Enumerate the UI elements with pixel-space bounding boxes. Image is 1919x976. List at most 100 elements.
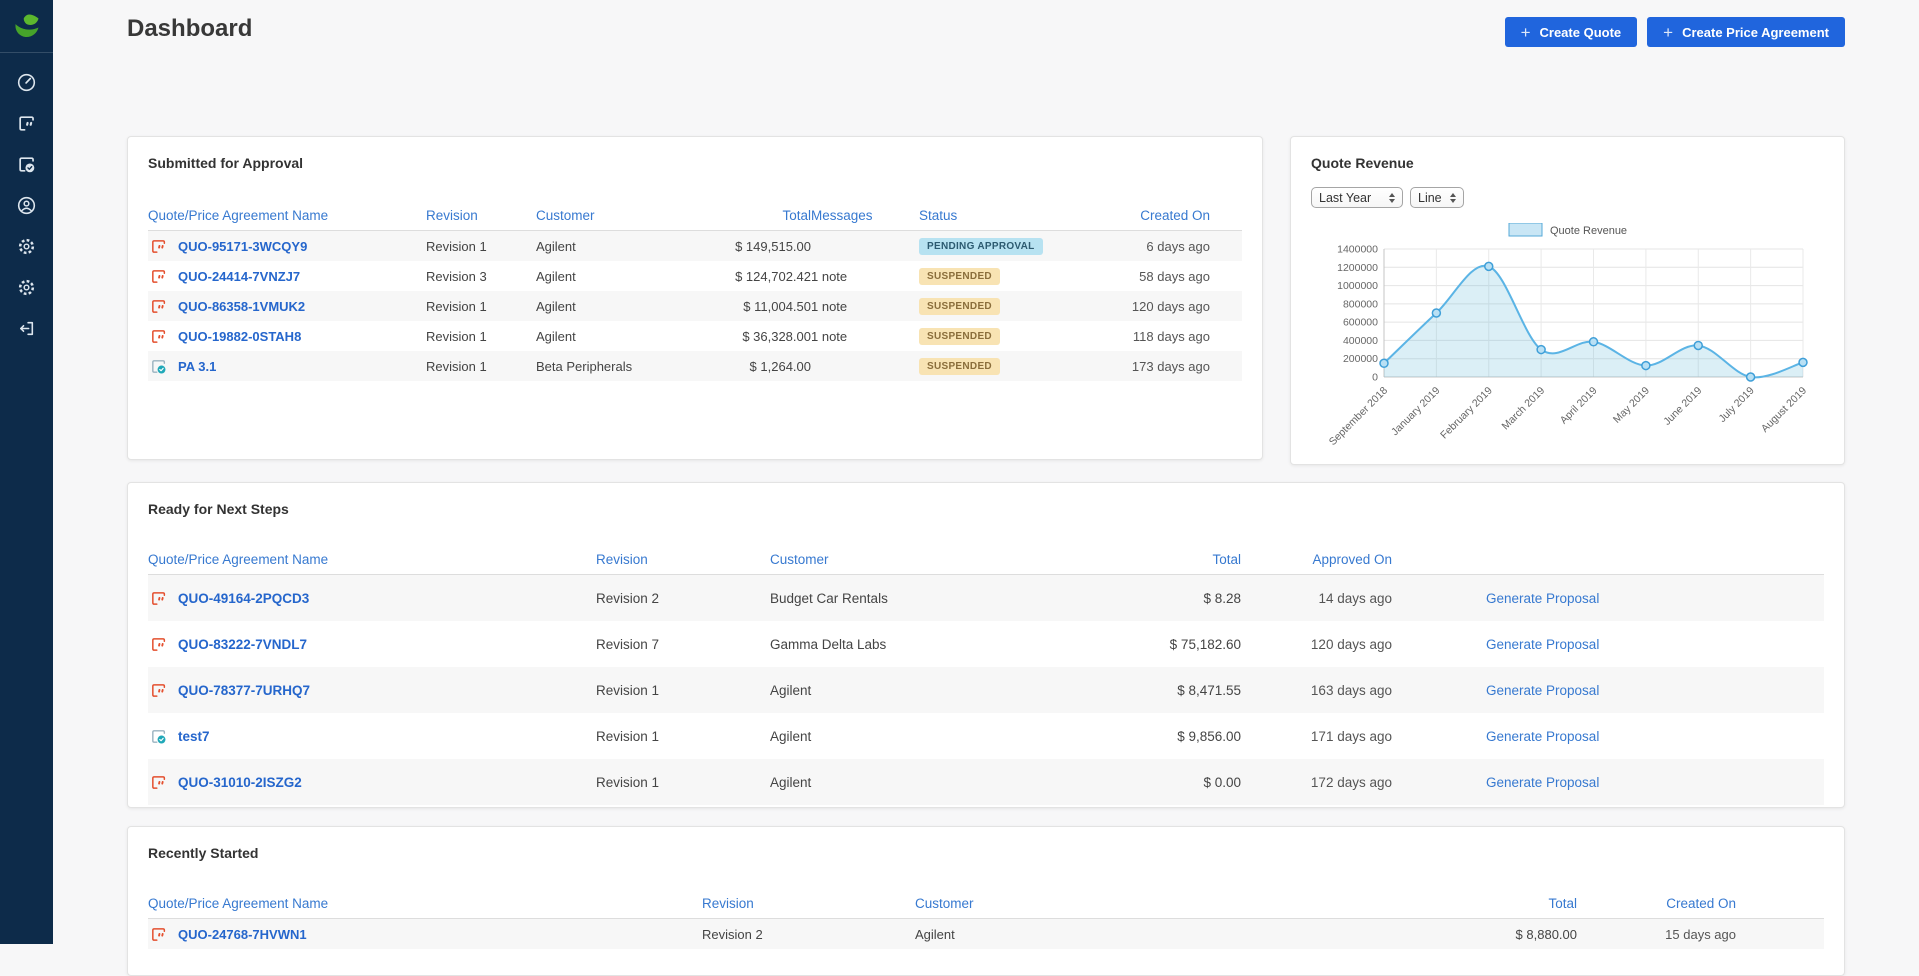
col-customer[interactable]: Customer <box>536 208 595 223</box>
col-name[interactable]: Quote/Price Agreement Name <box>148 896 329 911</box>
approved-cell: 171 days ago <box>1310 728 1392 744</box>
svg-text:0: 0 <box>1372 372 1378 384</box>
quote-name-link[interactable]: QUO-78377-7URHQ7 <box>178 682 311 698</box>
quote-icon <box>150 298 167 315</box>
sidebar-item-logout[interactable] <box>17 318 37 338</box>
price-agreement-name-link[interactable]: PA 3.1 <box>178 358 217 374</box>
quote-icon <box>150 682 167 699</box>
sidebar <box>0 0 53 944</box>
sidebar-nav <box>0 53 53 338</box>
create-price-agreement-button[interactable]: + Create Price Agreement <box>1647 17 1845 47</box>
messages-cell: 1 note <box>811 268 848 284</box>
quote-name-link[interactable]: QUO-83222-7VNDL7 <box>178 636 308 652</box>
svg-text:March 2019: March 2019 <box>1500 385 1548 433</box>
approved-cell: 172 days ago <box>1310 774 1392 790</box>
user-icon <box>17 196 36 214</box>
generate-proposal-link[interactable]: Generate Proposal <box>1486 728 1600 744</box>
sidebar-item-price-agreements[interactable] <box>17 154 37 174</box>
col-messages[interactable]: Messages <box>811 208 873 223</box>
col-status[interactable]: Status <box>919 208 958 223</box>
revision-cell: Revision 1 <box>426 358 487 374</box>
col-name[interactable]: Quote/Price Agreement Name <box>148 208 329 223</box>
status-badge: SUSPENDED <box>919 358 1000 375</box>
revision-cell: Revision 2 <box>702 926 763 942</box>
svg-text:January 2019: January 2019 <box>1389 385 1443 439</box>
revision-cell: Revision 2 <box>596 590 660 606</box>
svg-text:1400000: 1400000 <box>1337 244 1378 256</box>
quote-name-link[interactable]: QUO-31010-2ISZG2 <box>178 774 302 790</box>
quote-icon <box>150 636 167 653</box>
table-row: QUO-31010-2ISZG2 Revision 1 Agilent $ 0.… <box>148 759 1824 805</box>
quote-name-link[interactable]: QUO-95171-3WCQY9 <box>178 238 308 254</box>
quote-document-icon <box>19 115 34 131</box>
col-name[interactable]: Quote/Price Agreement Name <box>148 552 329 567</box>
svg-text:February 2019: February 2019 <box>1438 385 1495 442</box>
logout-icon <box>20 321 34 335</box>
col-created-on[interactable]: Created On <box>1666 896 1736 911</box>
customer-cell: Agilent <box>536 298 576 314</box>
col-approved-on[interactable]: Approved On <box>1312 552 1392 567</box>
svg-text:June 2019: June 2019 <box>1661 385 1704 428</box>
select-arrows-icon <box>1449 192 1456 203</box>
messages-cell: 1 note <box>811 298 848 314</box>
plus-icon: + <box>1520 22 1531 42</box>
price-agreement-icon <box>150 358 167 375</box>
svg-text:Quote Revenue: Quote Revenue <box>1550 225 1627 237</box>
col-revision[interactable]: Revision <box>702 896 754 911</box>
quote-icon <box>150 774 167 791</box>
logo-icon <box>15 14 39 38</box>
created-cell: 118 days ago <box>1132 328 1210 344</box>
col-created-on[interactable]: Created On <box>1140 208 1210 223</box>
sidebar-item-dashboard[interactable] <box>17 72 37 92</box>
quote-name-link[interactable]: QUO-49164-2PQCD3 <box>178 590 310 606</box>
status-badge: SUSPENDED <box>919 298 1000 315</box>
col-customer[interactable]: Customer <box>770 552 829 567</box>
chart-type-select[interactable]: Line <box>1410 187 1464 208</box>
generate-proposal-link[interactable]: Generate Proposal <box>1486 590 1600 606</box>
created-cell: 173 days ago <box>1131 358 1210 374</box>
customer-cell: Agilent <box>915 926 955 942</box>
status-cell: SUSPENDED <box>919 267 1069 285</box>
generate-proposal-link[interactable]: Generate Proposal <box>1486 636 1600 652</box>
revision-cell: Revision 1 <box>426 298 487 314</box>
sidebar-item-admin-settings[interactable] <box>17 277 37 297</box>
col-revision[interactable]: Revision <box>596 552 648 567</box>
col-total[interactable]: Total <box>1548 896 1577 911</box>
approved-cell: 14 days ago <box>1318 590 1392 606</box>
total-cell: $ 149,515.00 <box>735 238 811 254</box>
total-cell: $ 8,880.00 <box>1515 926 1577 942</box>
col-revision[interactable]: Revision <box>426 208 478 223</box>
gauge-icon <box>17 73 36 91</box>
price-agreement-name-link[interactable]: test7 <box>178 728 210 744</box>
app-logo[interactable] <box>0 0 53 53</box>
ready-for-next-steps-panel: Ready for Next Steps Quote/Price Agreeme… <box>127 482 1845 808</box>
created-cell: 58 days ago <box>1139 268 1210 284</box>
col-total[interactable]: Total <box>1212 552 1241 567</box>
sidebar-item-quotes[interactable] <box>17 113 37 133</box>
quote-name-link[interactable]: QUO-24768-7HVWN1 <box>178 926 307 942</box>
table-row: test7 Revision 1 Agilent $ 9,856.00 171 … <box>148 713 1824 759</box>
svg-text:1200000: 1200000 <box>1337 262 1378 274</box>
table-row: QUO-24768-7HVWN1 Revision 2 Agilent $ 8,… <box>148 919 1824 949</box>
quote-name-link[interactable]: QUO-86358-1VMUK2 <box>178 298 306 314</box>
col-customer[interactable]: Customer <box>915 896 974 911</box>
table-row: QUO-49164-2PQCD3 Revision 2 Budget Car R… <box>148 575 1824 621</box>
quote-icon <box>150 590 167 607</box>
date-range-select[interactable]: Last Year <box>1311 187 1403 208</box>
total-cell: $ 11,004.50 <box>743 298 811 314</box>
table-row: QUO-24414-7VNZJ7 Revision 3 Agilent $ 12… <box>148 261 1242 291</box>
total-cell: $ 124,702.42 <box>735 268 811 284</box>
created-cell: 6 days ago <box>1146 238 1210 254</box>
create-quote-button[interactable]: + Create Quote <box>1504 17 1638 47</box>
total-cell: $ 1,264.00 <box>749 358 811 374</box>
customer-cell: Agilent <box>770 774 812 790</box>
generate-proposal-link[interactable]: Generate Proposal <box>1486 682 1600 698</box>
quote-name-link[interactable]: QUO-24414-7VNZJ7 <box>178 268 301 284</box>
generate-proposal-link[interactable]: Generate Proposal <box>1486 774 1600 790</box>
col-total[interactable]: Total <box>782 208 811 223</box>
status-badge: PENDING APPROVAL <box>919 238 1043 255</box>
sidebar-item-account[interactable] <box>17 195 37 215</box>
sidebar-item-settings[interactable] <box>17 236 37 256</box>
quote-name-link[interactable]: QUO-19882-0STAH8 <box>178 328 302 344</box>
status-cell: SUSPENDED <box>919 297 1069 315</box>
